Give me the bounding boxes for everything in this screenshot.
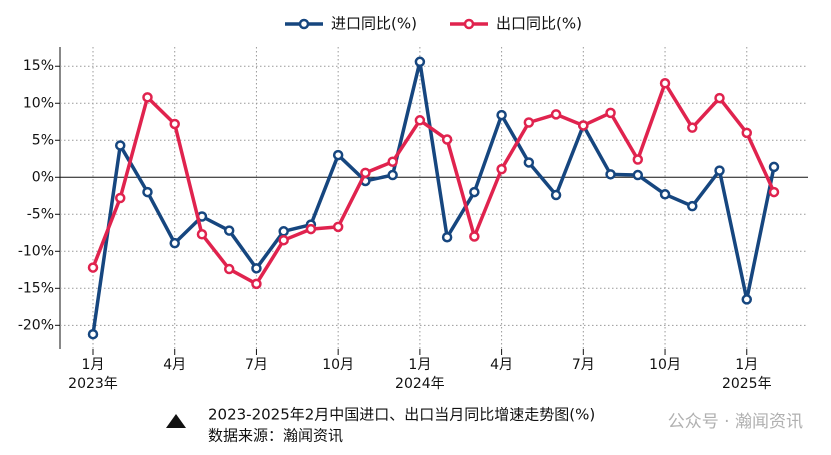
caption-icon: [166, 414, 186, 428]
marker: [169, 237, 180, 249]
marker: [768, 186, 780, 198]
marker: [605, 107, 616, 119]
y-tick-label: 15%: [23, 58, 54, 74]
y-tick-label: -10%: [18, 243, 54, 259]
marker: [768, 161, 780, 173]
marker: [469, 231, 480, 242]
x-tick-label: 1月: [408, 357, 431, 373]
marker: [414, 56, 426, 68]
marker: [741, 294, 753, 305]
x-tick-label: 4月: [490, 357, 513, 373]
x-tick-label: 7月: [572, 357, 595, 373]
marker: [523, 157, 535, 168]
marker: [659, 189, 671, 200]
marker: [169, 118, 180, 130]
marker: [305, 223, 317, 235]
marker: [332, 149, 344, 161]
marker: [414, 115, 426, 126]
x-tick-label: 2023年: [68, 376, 118, 392]
source: 数据来源：瀚闻资讯: [208, 427, 343, 445]
marker: [278, 226, 289, 237]
marker: [387, 156, 398, 167]
marker: [87, 262, 99, 273]
marker: [87, 328, 99, 340]
y-tick-label: 5%: [32, 132, 54, 148]
y-tick-label: -15%: [18, 280, 54, 296]
watermark: 公众号 · 瀚闻资讯: [668, 412, 803, 432]
marker: [223, 225, 235, 236]
marker: [550, 189, 562, 201]
marker: [142, 92, 153, 103]
marker: [632, 154, 644, 165]
marker: [687, 200, 698, 212]
marker: [441, 231, 453, 243]
marker: [741, 127, 753, 139]
marker: [114, 192, 126, 204]
x-tick-label: 4月: [163, 357, 186, 373]
legend-marker: [298, 18, 310, 30]
marker: [496, 163, 507, 175]
x-tick-label: 10月: [322, 357, 354, 373]
marker: [332, 221, 344, 233]
marker: [251, 263, 262, 274]
marker: [578, 120, 589, 131]
marker: [114, 140, 126, 151]
marker: [278, 234, 289, 246]
marker: [659, 78, 671, 89]
marker: [142, 186, 153, 198]
marker: [714, 92, 725, 104]
x-tick-label: 2024年: [395, 376, 445, 392]
x-tick-label: 7月: [245, 357, 268, 373]
marker: [196, 229, 208, 240]
marker: [550, 109, 562, 120]
marker: [360, 167, 371, 179]
y-tick-label: -5%: [27, 206, 54, 222]
caption: 2023-2025年2月中国进口、出口当月同比增速走势图(%): [208, 406, 595, 424]
marker: [387, 169, 398, 181]
marker: [496, 109, 507, 121]
marker: [714, 165, 725, 176]
series-line: [91, 81, 776, 286]
marker: [223, 263, 235, 275]
x-tick-label: 1月: [82, 357, 105, 373]
series-line: [91, 60, 776, 335]
y-tick-label: 10%: [23, 95, 54, 111]
marker: [632, 169, 644, 181]
marker: [469, 186, 480, 198]
marker: [605, 169, 616, 180]
x-tick-label: 10月: [649, 357, 681, 373]
marker: [687, 122, 698, 133]
marker: [441, 134, 453, 145]
y-tick-label: 0%: [32, 169, 54, 185]
y-tick-label: -20%: [18, 317, 54, 333]
x-tick-label: 2025年: [722, 376, 772, 392]
marker: [251, 278, 262, 290]
x-tick-label: 1月: [735, 357, 758, 373]
legend-label: 出口同比(%): [496, 15, 582, 33]
legend-marker: [463, 18, 475, 30]
marker: [523, 117, 535, 128]
legend-label: 进口同比(%): [331, 15, 417, 33]
